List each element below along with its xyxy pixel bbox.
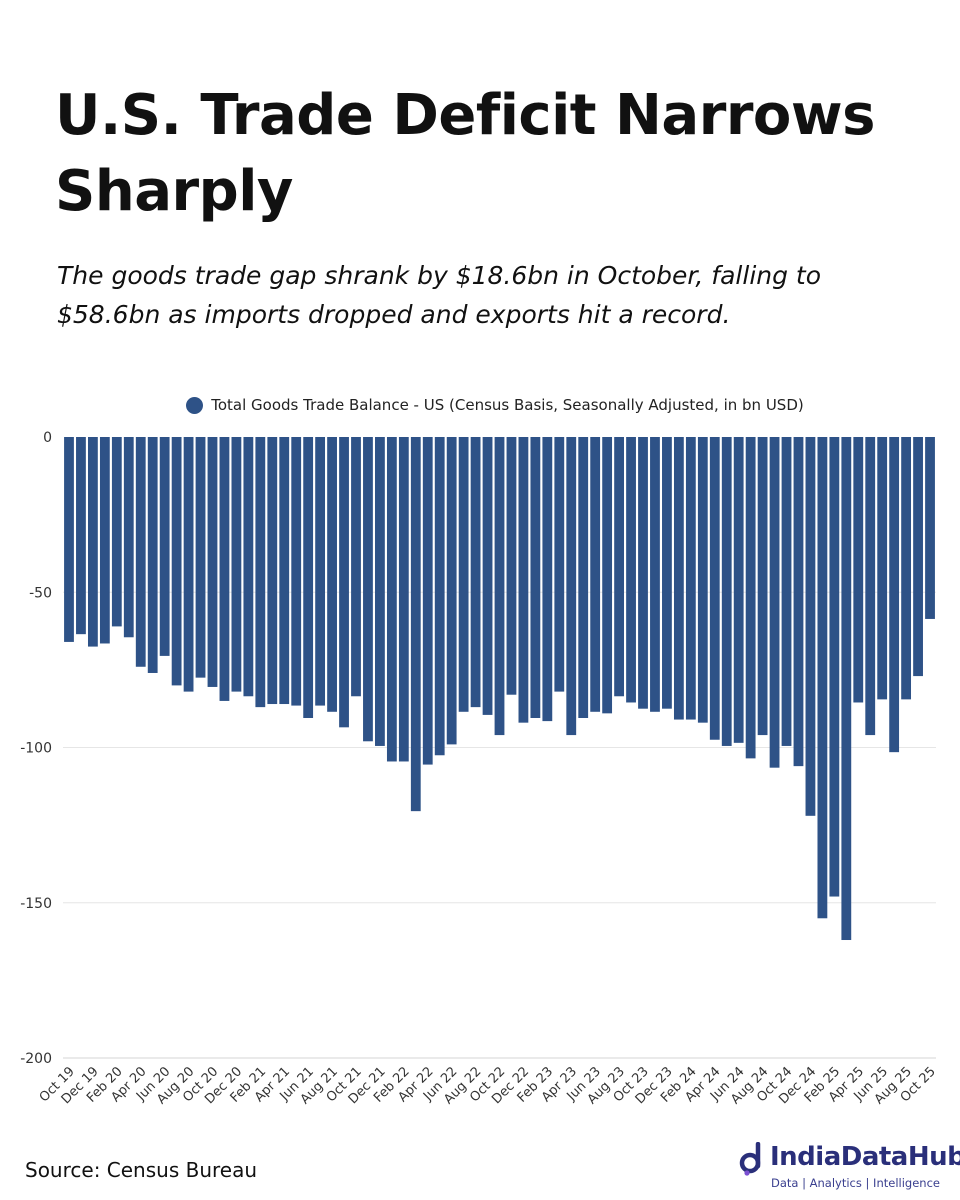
y-axis: 0 -50 -100 -150 -200 xyxy=(20,430,52,1067)
bar-oct-21 xyxy=(351,437,361,697)
bar-sep-23 xyxy=(626,437,636,703)
bar-aug-22 xyxy=(470,437,481,708)
bar-dec-22 xyxy=(518,437,529,723)
legend-label: Total Goods Trade Balance - US (Census B… xyxy=(211,396,804,414)
bar-oct-24 xyxy=(781,437,792,746)
source-note: Source: Census Bureau xyxy=(25,1158,258,1182)
bar-jan-23 xyxy=(530,437,541,718)
bar-aug-20 xyxy=(183,437,194,692)
bar-aug-21 xyxy=(327,437,337,712)
bar-jun-24 xyxy=(733,437,744,743)
bar-sep-21 xyxy=(339,437,349,728)
bar-nov-21 xyxy=(363,437,373,742)
bar-aug-24 xyxy=(757,437,768,736)
bar-may-22 xyxy=(434,437,445,756)
chart-subtitle: The goods trade gap shrank by $18.6bn in… xyxy=(57,261,822,329)
bar-oct-25 xyxy=(925,437,935,619)
bar-jan-24 xyxy=(673,437,684,720)
logo-brand: IndiaDataHub xyxy=(770,1142,960,1172)
bar-apr-23 xyxy=(566,437,577,736)
bar-dec-20 xyxy=(231,437,242,692)
y-tick-label: 0 xyxy=(43,430,52,446)
bar-oct-22 xyxy=(494,437,505,736)
bar-feb-23 xyxy=(542,437,553,722)
y-tick-label: -50 xyxy=(29,585,52,601)
bar-apr-22 xyxy=(422,437,433,765)
bar-nov-23 xyxy=(650,437,660,712)
bar-dec-23 xyxy=(662,437,672,709)
y-tick-label: -100 xyxy=(20,741,52,757)
bar-feb-21 xyxy=(255,437,266,708)
bar-apr-21 xyxy=(279,437,290,705)
bar-dec-19 xyxy=(87,437,98,647)
legend-swatch xyxy=(186,396,204,414)
bar-jun-20 xyxy=(159,437,170,656)
bar-dec-24 xyxy=(805,437,816,816)
logo-mark-icon xyxy=(739,1142,761,1176)
bar-jun-25 xyxy=(877,437,888,700)
bar-feb-24 xyxy=(685,437,696,720)
bar-oct-23 xyxy=(638,437,648,709)
bar-jun-22 xyxy=(446,437,457,745)
bar-jan-20 xyxy=(99,437,110,644)
bar-jan-25 xyxy=(817,437,828,919)
bar-aug-23 xyxy=(614,437,624,697)
bar-may-25 xyxy=(865,437,876,736)
bar-sep-20 xyxy=(195,437,206,678)
bar-jul-20 xyxy=(171,437,182,686)
bar-nov-20 xyxy=(219,437,230,701)
chart-title: U.S. Trade Deficit Narrows Sharply xyxy=(55,83,875,224)
bar-mar-22 xyxy=(410,437,421,812)
logo-tagline: Data | Analytics | Intelligence xyxy=(771,1176,940,1190)
bar-sep-24 xyxy=(769,437,780,768)
bar-apr-24 xyxy=(709,437,720,740)
bar-feb-22 xyxy=(398,437,409,762)
bar-aug-25 xyxy=(901,437,912,700)
bar-may-21 xyxy=(291,437,302,706)
bar-jul-24 xyxy=(745,437,756,759)
bar-sep-25 xyxy=(913,437,923,677)
bar-jul-22 xyxy=(458,437,469,712)
bar-mar-20 xyxy=(123,437,134,638)
bar-nov-22 xyxy=(506,437,517,695)
bar-may-24 xyxy=(721,437,732,746)
bars xyxy=(64,437,935,941)
y-tick-label: -200 xyxy=(20,1051,52,1067)
chart-legend: Total Goods Trade Balance - US (Census B… xyxy=(0,396,960,414)
bar-apr-25 xyxy=(853,437,864,703)
bar-jun-21 xyxy=(303,437,314,718)
y-tick-label: -150 xyxy=(20,896,52,912)
bar-mar-21 xyxy=(267,437,278,705)
bar-jul-23 xyxy=(602,437,613,714)
bar-oct-19 xyxy=(64,437,74,642)
bar-apr-20 xyxy=(135,437,146,667)
bar-mar-24 xyxy=(697,437,708,723)
bar-may-23 xyxy=(578,437,589,718)
bar-jan-22 xyxy=(386,437,397,762)
bar-jul-21 xyxy=(315,437,326,706)
bar-dec-21 xyxy=(375,437,385,746)
bar-jul-25 xyxy=(889,437,900,753)
bar-mar-23 xyxy=(554,437,565,692)
bar-jun-23 xyxy=(590,437,601,712)
bar-nov-19 xyxy=(76,437,86,635)
bar-feb-25 xyxy=(829,437,840,897)
bar-mar-25 xyxy=(841,437,852,941)
bar-oct-20 xyxy=(207,437,218,687)
bar-may-20 xyxy=(147,437,158,673)
bar-nov-24 xyxy=(793,437,804,767)
indiadatahub-logo: IndiaDataHub Data | Analytics | Intellig… xyxy=(738,1140,960,1195)
bar-jan-21 xyxy=(243,437,254,697)
bar-feb-20 xyxy=(111,437,122,627)
bar-sep-22 xyxy=(482,437,493,715)
